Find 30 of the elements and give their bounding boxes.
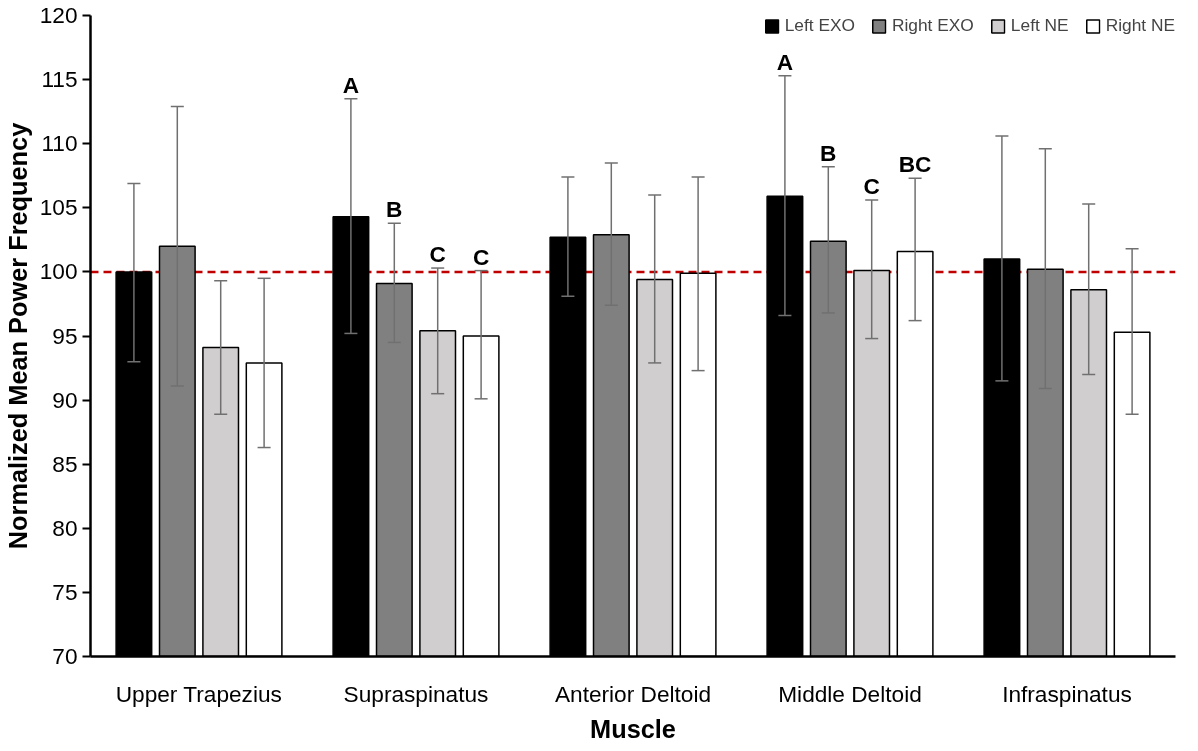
legend-label: Left EXO: [784, 15, 855, 36]
y-tick-label: 75: [52, 578, 78, 605]
y-tick-label: 105: [39, 194, 78, 221]
legend-label: Right NE: [1105, 15, 1175, 36]
x-tick-label: Middle Deltoid: [778, 680, 922, 707]
annotation: C: [863, 173, 880, 200]
legend-label: Right EXO: [891, 15, 974, 36]
x-axis-title: Muscle: [590, 714, 676, 743]
x-tick-label: Infraspinatus: [1002, 680, 1132, 707]
y-tick-label: 95: [52, 322, 78, 349]
x-tick-label: Supraspinatus: [343, 680, 489, 707]
y-tick-label: 100: [39, 258, 78, 285]
y-tick-label: 90: [52, 386, 78, 413]
y-tick-label: 120: [39, 2, 78, 28]
annotation: BC: [898, 151, 932, 178]
annotation: A: [776, 48, 794, 75]
annotation: A: [342, 71, 360, 98]
x-tick-label: Upper Trapezius: [115, 680, 282, 707]
y-tick-label: 85: [52, 450, 78, 477]
x-tick-label: Anterior Deltoid: [554, 680, 712, 707]
annotation: C: [472, 243, 490, 270]
legend-label: Left NE: [1010, 15, 1069, 36]
annotation: B: [820, 139, 837, 166]
y-tick-label: 110: [41, 130, 78, 157]
annotation: C: [429, 241, 446, 268]
y-axis-title: Normalized Mean Power Frequency: [3, 122, 32, 550]
y-tick-label: 115: [41, 66, 78, 93]
y-tick-label: 70: [52, 643, 78, 669]
annotation: B: [386, 196, 403, 223]
y-tick-label: 80: [52, 514, 78, 541]
